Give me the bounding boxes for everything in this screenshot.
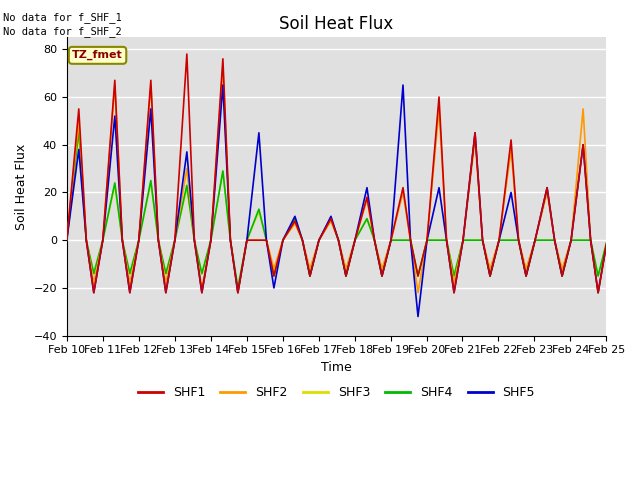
SHF5 <box>212 179 220 185</box>
SHF3 <box>602 240 610 246</box>
SHF3 <box>184 190 191 196</box>
SHF1 <box>129 272 137 278</box>
SHF1 <box>404 216 412 222</box>
SHF3 <box>75 130 83 136</box>
SHF2 <box>183 166 191 171</box>
SHF1 <box>63 237 70 243</box>
SHF4 <box>73 148 81 154</box>
SHF3 <box>212 207 220 213</box>
SHF4 <box>419 252 427 258</box>
SHF4 <box>75 128 83 133</box>
SHF2 <box>219 63 227 69</box>
Text: TZ_fmet: TZ_fmet <box>72 50 123 60</box>
SHF4 <box>404 237 412 243</box>
SHF5 <box>219 82 227 88</box>
SHF4 <box>602 240 610 246</box>
Line: SHF2: SHF2 <box>67 66 606 293</box>
Line: SHF5: SHF5 <box>67 85 606 316</box>
Text: No data for f_SHF_2: No data for f_SHF_2 <box>3 26 122 37</box>
SHF1 <box>183 51 191 57</box>
SHF2 <box>404 218 412 224</box>
SHF2 <box>212 172 220 178</box>
X-axis label: Time: Time <box>321 361 352 374</box>
Y-axis label: Soil Heat Flux: Soil Heat Flux <box>15 144 28 229</box>
SHF4 <box>212 207 220 213</box>
SHF3 <box>234 285 242 291</box>
SHF3 <box>404 237 412 243</box>
Legend: SHF1, SHF2, SHF3, SHF4, SHF5: SHF1, SHF2, SHF3, SHF4, SHF5 <box>133 381 540 404</box>
SHF5 <box>63 237 70 243</box>
SHF4 <box>63 237 70 243</box>
Text: No data for f_SHF_1: No data for f_SHF_1 <box>3 12 122 23</box>
SHF1 <box>73 131 81 136</box>
SHF3 <box>419 252 427 258</box>
SHF3 <box>129 260 137 265</box>
Line: SHF1: SHF1 <box>67 54 606 293</box>
SHF4 <box>129 260 137 265</box>
SHF2 <box>73 140 81 146</box>
SHF2 <box>602 242 610 248</box>
SHF1 <box>184 88 192 94</box>
SHF3 <box>73 150 81 156</box>
SHF1 <box>602 242 610 248</box>
SHF5 <box>419 269 427 275</box>
SHF3 <box>63 237 70 243</box>
SHF5 <box>183 149 191 155</box>
SHF5 <box>128 276 136 282</box>
Line: SHF3: SHF3 <box>67 133 606 288</box>
SHF2 <box>419 259 427 265</box>
SHF4 <box>234 285 242 291</box>
SHF5 <box>602 242 610 248</box>
SHF1 <box>419 252 427 258</box>
SHF1 <box>213 146 221 152</box>
SHF5 <box>73 164 81 169</box>
SHF2 <box>63 237 70 243</box>
SHF2 <box>128 270 136 276</box>
SHF2 <box>234 290 242 296</box>
Title: Soil Heat Flux: Soil Heat Flux <box>280 15 394 33</box>
SHF4 <box>184 188 191 193</box>
SHF5 <box>414 313 422 319</box>
SHF5 <box>403 160 411 166</box>
Line: SHF4: SHF4 <box>67 131 606 288</box>
SHF1 <box>90 290 98 296</box>
